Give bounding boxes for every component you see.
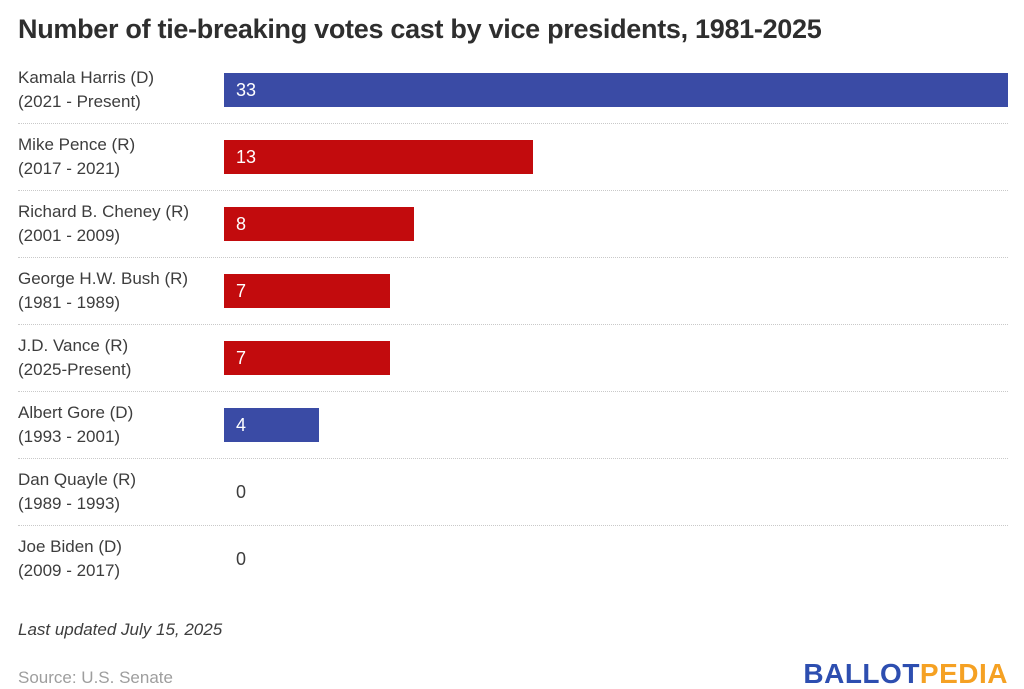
row-label-name: Richard B. Cheney (R) — [18, 202, 190, 221]
logo-pedia-text: PEDIA — [919, 658, 1008, 689]
row-label: J.D. Vance (R) (2025-Present) — [18, 334, 224, 382]
row-label-name: George H.W. Bush (R) — [18, 269, 189, 288]
row-label-name: Albert Gore (D) — [18, 403, 134, 422]
row-label-name: Kamala Harris (D) — [18, 68, 155, 87]
bar-area: 33 — [224, 73, 1008, 107]
bar-area: 13 — [224, 140, 1008, 174]
chart-row: Kamala Harris (D) (2021 - Present) 33 — [18, 57, 1008, 124]
chart-row: Richard B. Cheney (R) (2001 - 2009) 8 — [18, 191, 1008, 258]
chart-row: Mike Pence (R) (2017 - 2021) 13 — [18, 124, 1008, 191]
row-label: Dan Quayle (R) (1989 - 1993) — [18, 468, 224, 516]
row-label-term: (2017 - 2021) — [18, 159, 121, 178]
chart-row: Dan Quayle (R) (1989 - 1993) 0 — [18, 459, 1008, 526]
row-label-term: (2021 - Present) — [18, 92, 141, 111]
bar-value-label: 13 — [236, 146, 257, 167]
source-note: Source: U.S. Senate — [18, 668, 173, 687]
bar: 7 — [224, 341, 391, 375]
bar-area: 4 — [224, 408, 1008, 442]
row-label: Albert Gore (D) (1993 - 2001) — [18, 401, 224, 449]
bar-value-label: 7 — [236, 347, 247, 368]
chart-rows: Kamala Harris (D) (2021 - Present) 33 Mi… — [18, 57, 1008, 592]
row-label: Mike Pence (R) (2017 - 2021) — [18, 133, 224, 181]
chart-row: Albert Gore (D) (1993 - 2001) 4 — [18, 392, 1008, 459]
bar-area: 8 — [224, 207, 1008, 241]
bar-area: 7 — [224, 274, 1008, 308]
chart-row: J.D. Vance (R) (2025-Present) 7 — [18, 325, 1008, 392]
row-label-term: (1989 - 1993) — [18, 494, 121, 513]
bar-value-label: 7 — [236, 280, 247, 301]
bar: 4 — [224, 408, 320, 442]
bar: 33 — [224, 73, 1008, 107]
row-label-term: (1981 - 1989) — [18, 293, 121, 312]
bar-area: 7 — [224, 341, 1008, 375]
row-label-name: J.D. Vance (R) — [18, 336, 129, 355]
chart-title: Number of tie-breaking votes cast by vic… — [18, 14, 822, 44]
row-label-name: Mike Pence (R) — [18, 135, 136, 154]
row-label-term: (2025-Present) — [18, 360, 132, 379]
row-label: Joe Biden (D) (2009 - 2017) — [18, 535, 224, 583]
chart-row: Joe Biden (D) (2009 - 2017) 0 — [18, 526, 1008, 592]
zero-value-label: 0 — [236, 481, 247, 502]
row-label-name: Joe Biden (D) — [18, 537, 122, 556]
chart-footer: Last updated July 15, 2025 Source: U.S. … — [18, 620, 1008, 688]
zero-value-label: 0 — [236, 548, 247, 569]
bar: 13 — [224, 140, 533, 174]
bar: 7 — [224, 274, 391, 308]
row-label: Kamala Harris (D) (2021 - Present) — [18, 66, 224, 114]
bar-area: 0 — [224, 542, 1008, 576]
row-label: George H.W. Bush (R) (1981 - 1989) — [18, 267, 224, 315]
row-label-term: (1993 - 2001) — [18, 427, 121, 446]
bar-area: 0 — [224, 475, 1008, 509]
logo-ballot-text: BALLOT — [803, 658, 920, 689]
bar-value-label: 33 — [236, 79, 257, 100]
row-label-term: (2009 - 2017) — [18, 561, 121, 580]
row-label-name: Dan Quayle (R) — [18, 470, 137, 489]
bar-value-label: 4 — [236, 414, 247, 435]
row-label-term: (2001 - 2009) — [18, 226, 121, 245]
chart-row: George H.W. Bush (R) (1981 - 1989) 7 — [18, 258, 1008, 325]
last-updated-note: Last updated July 15, 2025 — [18, 620, 223, 639]
ballotpedia-logo: BALLOTPEDIA — [803, 660, 1008, 688]
row-label: Richard B. Cheney (R) (2001 - 2009) — [18, 200, 224, 248]
bar: 8 — [224, 207, 415, 241]
bar-value-label: 8 — [236, 213, 247, 234]
